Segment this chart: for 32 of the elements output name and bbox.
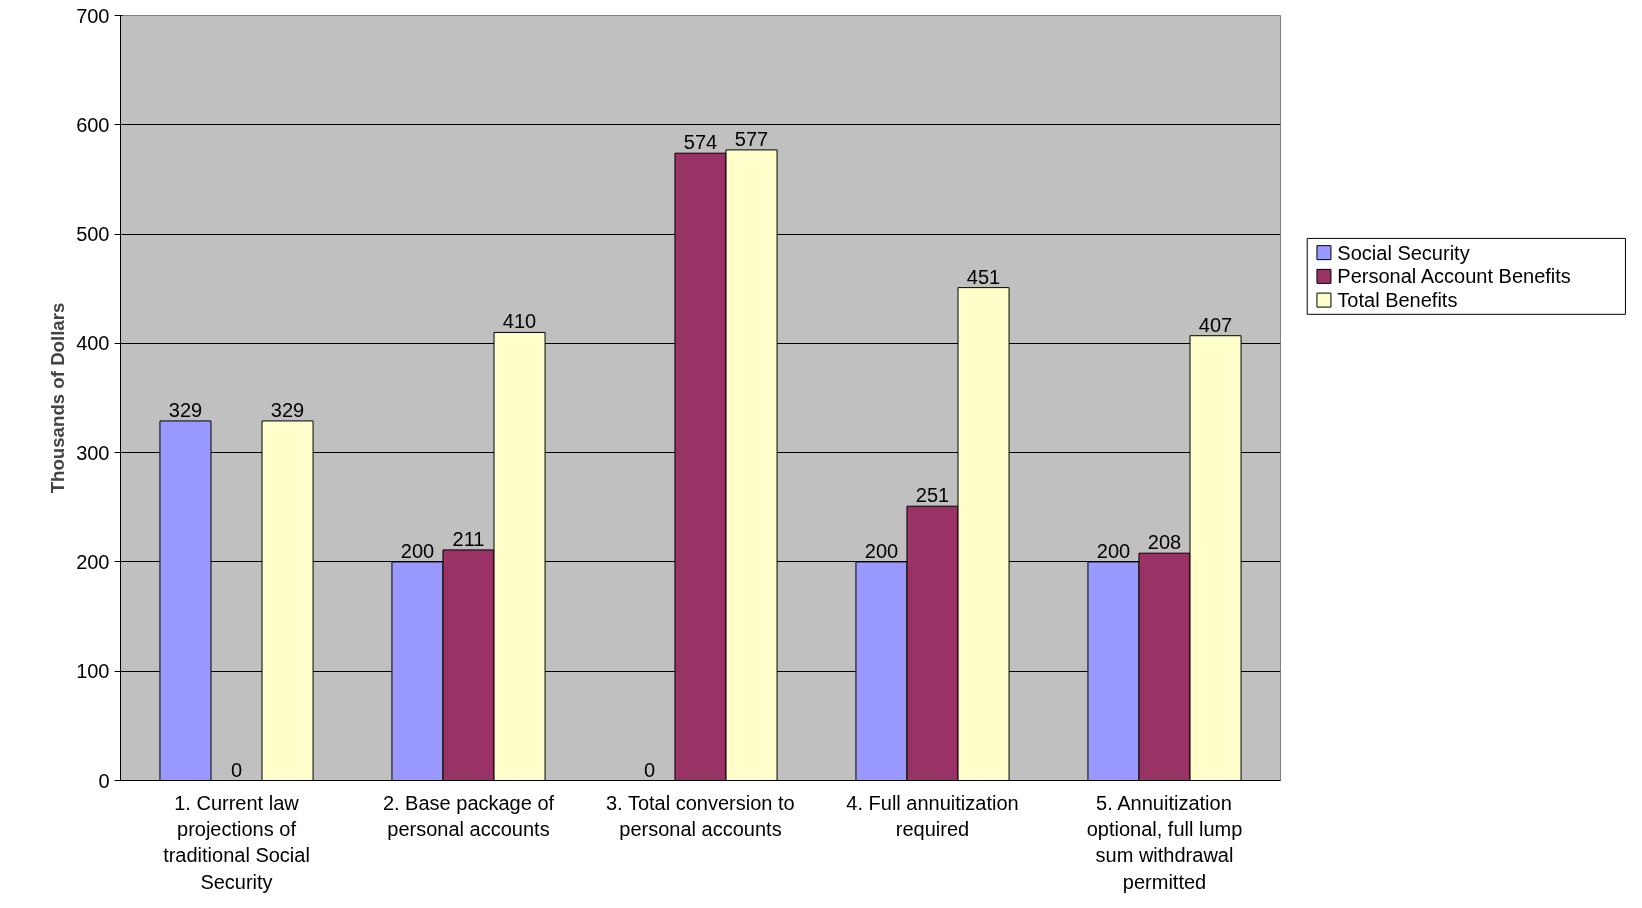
y-tick-label: 400 [76,332,110,355]
y-tick-label: 600 [76,113,110,136]
x-tick-label: 3. Total conversion to personal accounts [606,791,795,840]
y-tick-label: 500 [76,223,110,246]
y-tick-label: 200 [76,550,110,573]
x-tick-label: 1. Current law projections of traditional Social Security [163,791,310,893]
data-label: 577 [734,127,769,150]
data-label: 407 [1198,313,1233,336]
x-tick-label: 4. Full annuitization required [846,791,1019,840]
y-axis-title: Thousands of Dollars [47,302,69,494]
data-label: 451 [966,265,1001,288]
data-label: 0 [230,758,243,781]
data-label: 200 [864,539,899,562]
data-label: 410 [502,310,537,333]
data-label: 0 [643,758,656,781]
y-tick-label: 0 [98,769,110,792]
legend-label: Total Benefits [1337,289,1458,312]
data-label: 208 [1147,531,1182,554]
data-label: 574 [683,131,718,154]
data-label: 211 [452,527,485,550]
y-tick-label: 300 [76,441,110,464]
data-label: 200 [400,539,435,562]
y-tick-label: 700 [76,4,110,27]
data-label: 329 [168,398,203,421]
legend-label: Personal Account Benefits [1337,265,1571,288]
x-tick-label: 2. Base package of personal accounts [382,791,555,840]
data-label: 200 [1096,539,1131,562]
data-label: 329 [270,398,305,421]
legend-label: Social Security [1337,241,1470,264]
y-tick-label: 100 [76,660,110,683]
data-label: 251 [915,484,950,507]
x-tick-label: 5. Annuitization optional, full lump sum withdrawal permitted [1086,791,1243,893]
